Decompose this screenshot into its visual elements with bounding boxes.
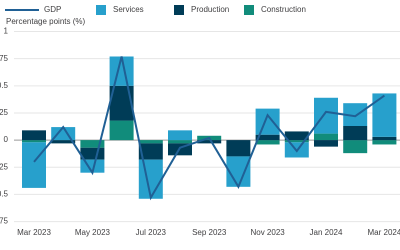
y-tick-label: 1 <box>4 27 9 36</box>
bar-segment <box>80 140 105 148</box>
y-tick-label: 0.5 <box>0 81 9 90</box>
bar-segment <box>314 97 338 134</box>
bar-segment <box>168 140 192 144</box>
bar-segment <box>138 159 163 199</box>
legend-swatch <box>96 5 106 15</box>
bar-segment <box>109 120 134 141</box>
bar-segment <box>22 140 46 143</box>
bar-segment <box>80 147 105 160</box>
bar-segment <box>138 140 163 144</box>
y-tick-label: -0.75 <box>0 217 9 226</box>
x-tick-label: May 2023 <box>75 228 111 237</box>
bar-segment <box>314 133 338 141</box>
x-tick-label: Mar 2024 <box>368 228 400 237</box>
bar-segment <box>51 140 76 144</box>
bar-segment <box>343 103 368 126</box>
legend-label: GDP <box>44 5 61 14</box>
bar-segment <box>372 136 397 141</box>
y-axis-title: Percentage points (%) <box>6 17 85 26</box>
legend-swatch <box>244 5 254 15</box>
x-tick-label: Sep 2023 <box>192 228 227 237</box>
bar-segment <box>22 130 46 141</box>
bar-segment <box>284 140 309 143</box>
bar-segment <box>314 140 338 147</box>
bar-segment <box>343 126 368 141</box>
bar-segment <box>168 130 192 141</box>
y-tick-label: -0.25 <box>0 162 9 171</box>
bar-segment <box>255 108 280 135</box>
x-tick-label: Nov 2023 <box>250 228 285 237</box>
legend-label: Construction <box>261 5 306 14</box>
x-tick-label: Mar 2023 <box>17 228 51 237</box>
bar-segment <box>22 142 46 188</box>
legend-label: Services <box>113 5 144 14</box>
y-tick-label: 0.75 <box>0 54 9 63</box>
bar-segment <box>284 131 309 141</box>
bar-segment <box>197 140 222 144</box>
x-tick-label: Jul 2023 <box>136 228 167 237</box>
bar-segment <box>138 143 163 160</box>
y-tick-label: -0.5 <box>0 190 9 199</box>
legend-label: Production <box>191 5 229 14</box>
bar-segment <box>372 140 397 145</box>
bar-segment <box>343 140 368 154</box>
bar-segment <box>255 140 280 145</box>
bar-segment <box>255 134 280 141</box>
legend-swatch <box>174 5 184 15</box>
line <box>33 56 385 201</box>
x-tick-label: Jan 2024 <box>310 228 343 237</box>
bar-segment <box>226 140 251 157</box>
bar-segment <box>372 93 397 137</box>
y-tick-label: 0 <box>4 135 9 144</box>
y-tick-label: 0.25 <box>0 108 9 117</box>
